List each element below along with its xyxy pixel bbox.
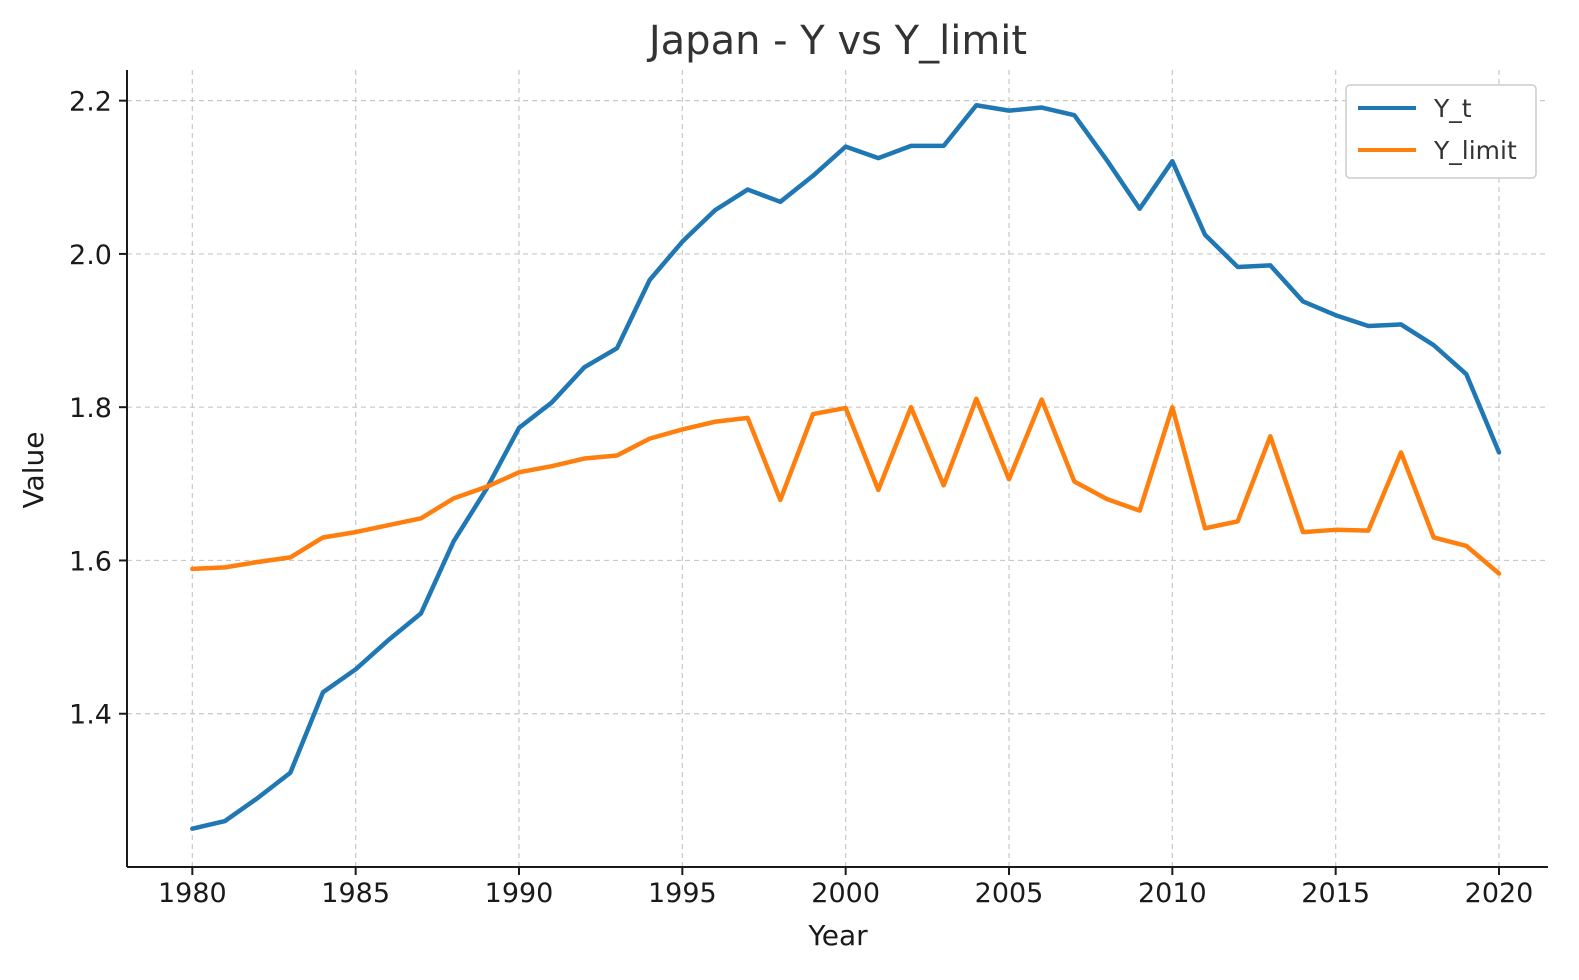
axes-layer: [126, 70, 1548, 868]
legend: Y_t Y_limit: [1345, 84, 1537, 179]
x-tick-label: 2005: [975, 878, 1044, 909]
x-tick-label: 2000: [811, 878, 880, 909]
y-tick-label: 1.4: [69, 700, 112, 731]
x-tick-label: 2015: [1301, 878, 1370, 909]
series-layer: [190, 103, 1502, 831]
chart-title: Japan - Y vs Y_limit: [646, 18, 1027, 64]
x-tick-label: 2020: [1465, 878, 1534, 909]
x-tick-label: 1980: [158, 878, 227, 909]
x-tick-label: 1985: [321, 878, 390, 909]
series-line-y-limit: [190, 396, 1502, 576]
y-axis-title: Value: [17, 432, 50, 509]
y-tick-label: 2.2: [69, 87, 112, 118]
grid-layer: [127, 70, 1548, 867]
series-line-y-t: [190, 103, 1502, 831]
x-axis-title: Year: [807, 919, 868, 952]
x-tick-label: 1995: [648, 878, 717, 909]
legend-label-y-limit: Y_limit: [1433, 136, 1517, 165]
y-tick-label: 2.0: [69, 240, 112, 271]
y-tick-label: 1.6: [69, 546, 112, 577]
legend-label-y-t: Y_t: [1433, 94, 1472, 123]
y-tick-label: 1.8: [69, 393, 112, 424]
x-tick-label: 1990: [485, 878, 554, 909]
ticks-layer: 1980 1985 1990 1995 2000 2005 2010 2015 2020 1.4 1…: [69, 87, 1533, 909]
x-tick-label: 2010: [1138, 878, 1207, 909]
